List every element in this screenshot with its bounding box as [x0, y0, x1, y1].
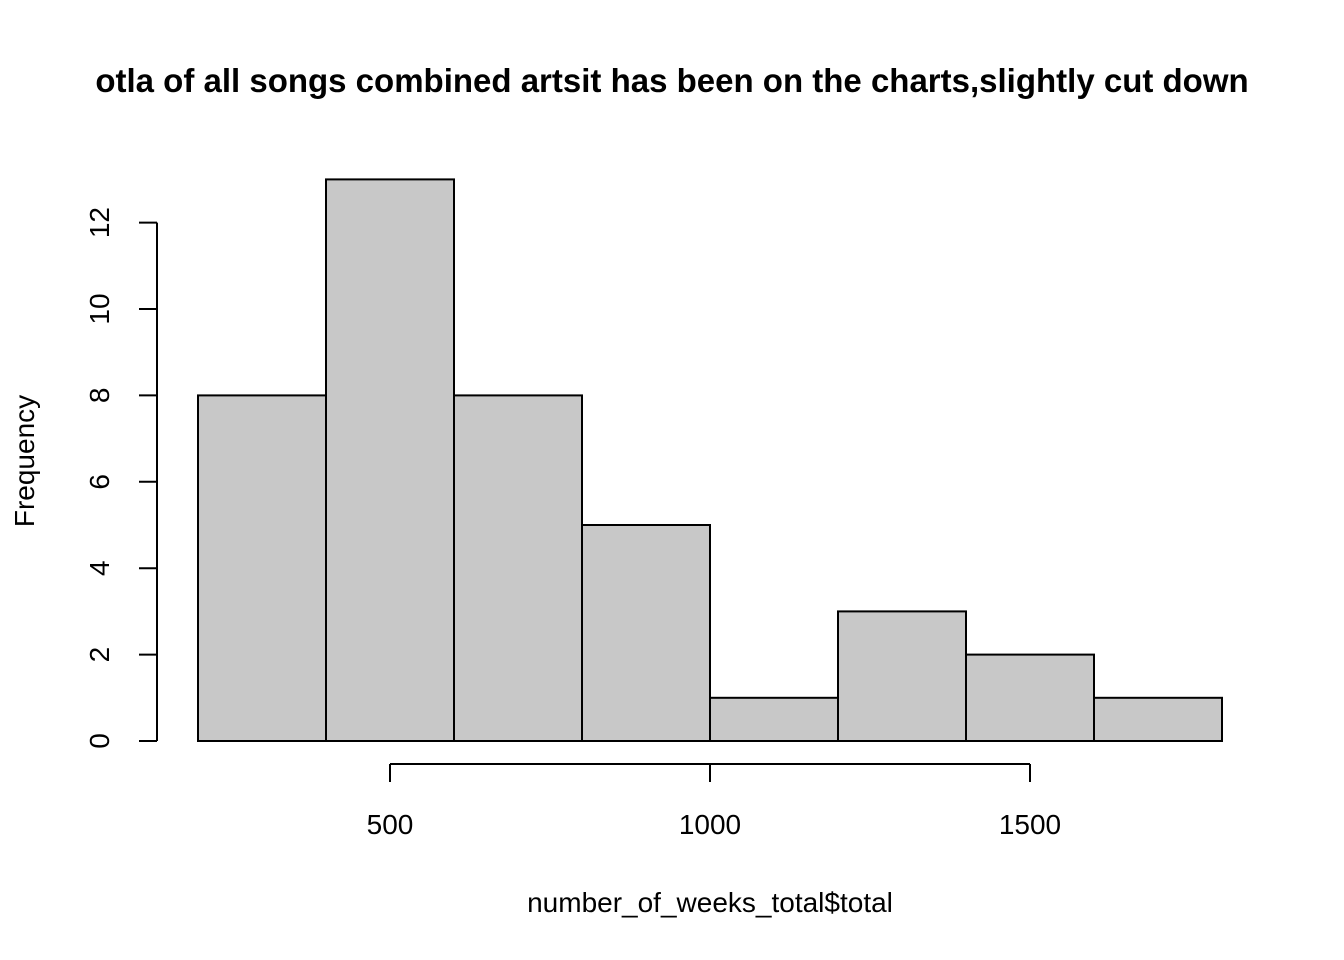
histogram-bar-2: [325, 178, 455, 742]
histogram-bars: [197, 178, 1223, 743]
y-tick-label: 6: [84, 474, 115, 490]
chart-title: otla of all songs combined artsit has be…: [95, 62, 1248, 99]
histogram-bar-6: [837, 610, 967, 743]
histogram-bar-5: [709, 696, 839, 742]
x-tick-label: 500: [367, 809, 414, 840]
y-tick-label: 10: [84, 293, 115, 324]
y-axis-label: Frequency: [9, 395, 40, 527]
y-tick-label: 0: [84, 733, 115, 749]
x-axis-label: number_of_weeks_total$total: [527, 887, 893, 918]
y-tick-label: 12: [84, 207, 115, 238]
y-tick-label: 2: [84, 647, 115, 663]
histogram-bar-4: [581, 524, 711, 742]
x-tick-label: 1000: [679, 809, 741, 840]
histogram-bar-8: [1093, 696, 1223, 742]
y-tick-label: 8: [84, 388, 115, 404]
y-axis: 0 2 4 6 8 10 12: [84, 207, 158, 749]
x-tick-label: 1500: [999, 809, 1061, 840]
histogram-bar-1: [197, 394, 327, 742]
histogram-bar-7: [965, 653, 1095, 742]
x-axis: 500 1000 1500: [367, 763, 1061, 840]
histogram-bar-3: [453, 394, 583, 742]
y-tick-label: 4: [84, 560, 115, 576]
